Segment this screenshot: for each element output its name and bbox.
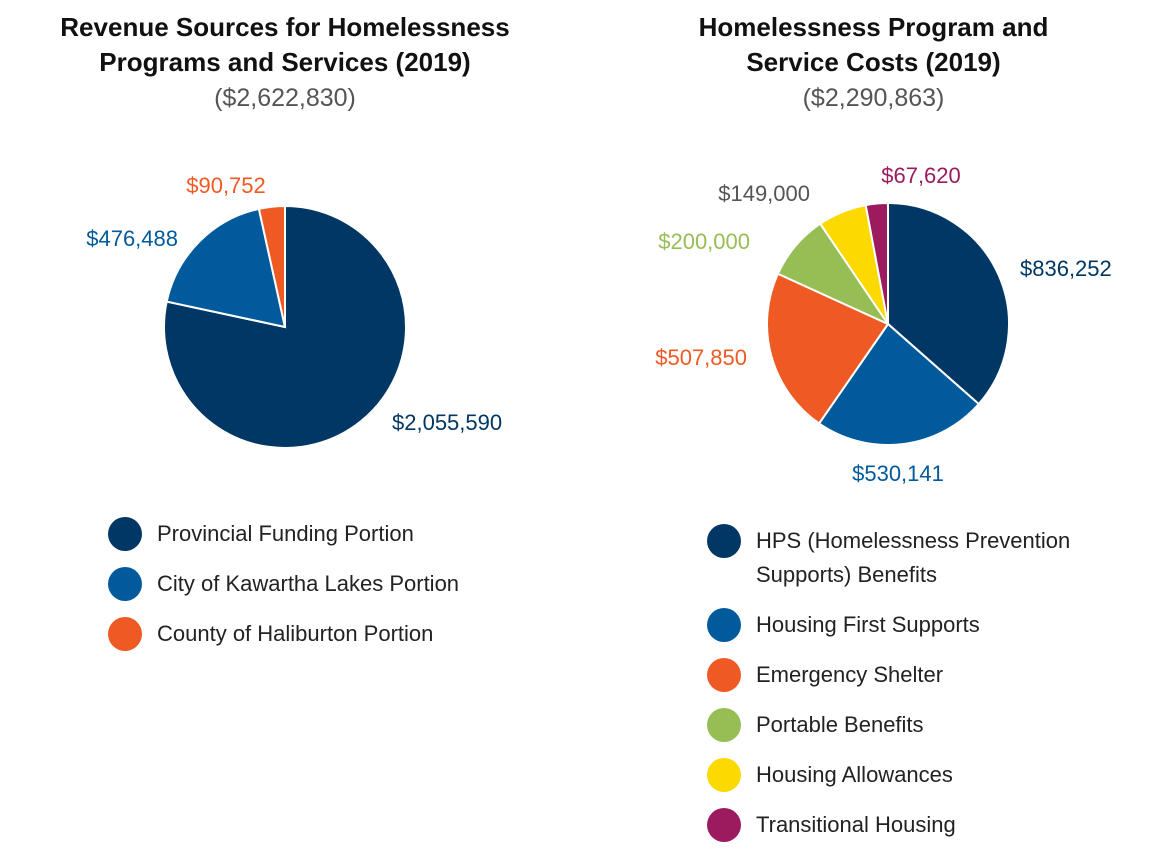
costs-chart-total: ($2,290,863) <box>802 84 945 112</box>
revenue-value-label-2: $90,752 <box>186 173 266 198</box>
costs-slice-5 <box>864 201 889 325</box>
costs-legend: HPS (Homelessness Prevention Supports) B… <box>707 524 1127 858</box>
revenue-title-block: Revenue Sources for Homelessness Program… <box>0 10 570 116</box>
costs-legend-swatch-5 <box>707 808 741 842</box>
costs-slice-0 <box>887 201 1010 406</box>
costs-value-label-5: $67,620 <box>881 163 961 188</box>
costs-legend-label-5: Transitional Housing <box>756 812 956 837</box>
revenue-pie: $2,055,590 $476,488 $90,752 <box>86 173 502 449</box>
revenue-legend-item-2: County of Haliburton Portion <box>108 617 459 651</box>
costs-legend-swatch-4 <box>707 758 741 792</box>
costs-chart-title: Homelessness Program and Service Costs (… <box>698 12 1049 77</box>
revenue-chart-title: Revenue Sources for Homelessness Program… <box>60 12 510 77</box>
revenue-legend-label-1: City of Kawartha Lakes Portion <box>157 571 460 596</box>
costs-legend-swatch-3 <box>707 708 741 742</box>
costs-legend-item-4: Housing Allowances <box>707 758 1127 792</box>
revenue-legend: Provincial Funding Portion City of Kawart… <box>108 517 459 667</box>
costs-legend-item-5: Transitional Housing <box>707 808 1127 842</box>
revenue-slice-2 <box>257 204 286 328</box>
costs-legend-label-1: Housing First Supports <box>756 612 980 637</box>
costs-legend-swatch-0 <box>707 524 741 558</box>
costs-title-block: Homelessness Program and Service Costs (… <box>575 10 1172 116</box>
costs-legend-item-2: Emergency Shelter <box>707 658 1127 692</box>
costs-legend-item-0: HPS (Homelessness Prevention Supports) B… <box>707 524 1127 592</box>
costs-legend-item-1: Housing First Supports <box>707 608 1127 642</box>
revenue-value-label-0: $2,055,590 <box>392 410 502 435</box>
revenue-legend-swatch-2 <box>108 617 142 651</box>
revenue-legend-label-0: Provincial Funding Portion <box>157 521 414 546</box>
costs-pie: $836,252 $530,141 $507,850 $200,000 $149,000… <box>655 163 1112 486</box>
revenue-slice-1 <box>165 207 287 329</box>
costs-legend-label-0: HPS (Homelessness Prevention Supports) B… <box>756 528 1071 587</box>
revenue-legend-item-0: Provincial Funding Portion <box>108 517 459 551</box>
costs-value-label-0: $836,252 <box>1020 256 1112 281</box>
costs-legend-item-3: Portable Benefits <box>707 708 1127 742</box>
revenue-legend-label-2: County of Haliburton Portion <box>157 621 434 646</box>
costs-chart: Homelessness Program and Service Costs (… <box>575 0 1172 845</box>
costs-legend-swatch-2 <box>707 658 741 692</box>
costs-slice-1 <box>817 322 981 446</box>
costs-value-label-3: $200,000 <box>658 229 750 254</box>
costs-value-label-2: $507,850 <box>655 345 747 370</box>
revenue-value-label-1: $476,488 <box>86 226 178 251</box>
costs-value-label-1: $530,141 <box>852 461 944 486</box>
revenue-legend-swatch-1 <box>108 567 142 601</box>
costs-legend-swatch-1 <box>707 608 741 642</box>
revenue-legend-swatch-0 <box>108 517 142 551</box>
costs-legend-label-2: Emergency Shelter <box>756 662 944 687</box>
costs-legend-label-4: Housing Allowances <box>756 762 953 787</box>
revenue-chart-total: ($2,622,830) <box>214 84 356 112</box>
costs-legend-label-3: Portable Benefits <box>756 712 924 737</box>
costs-value-label-4: $149,000 <box>718 181 810 206</box>
revenue-legend-item-1: City of Kawartha Lakes Portion <box>108 567 459 601</box>
revenue-chart: Revenue Sources for Homelessness Program… <box>0 0 570 845</box>
